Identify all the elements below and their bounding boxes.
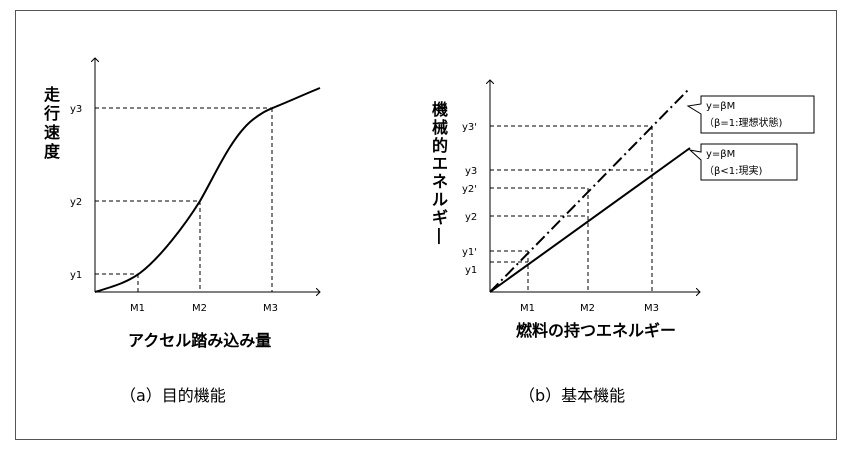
right-y-axis-title: 機械的エネルギ|	[432, 100, 448, 245]
left-chart: 走行速度 y1 y2 y3 M1 M2 M3 アクセル踏み込み量 （a）目的機能	[43, 58, 320, 405]
right-tick-m2: M2	[580, 303, 595, 314]
right-caption: （b）基本機能	[519, 386, 625, 405]
left-x-axis-title: アクセル踏み込み量	[128, 331, 271, 350]
callout-ideal-line1: y=βM	[706, 101, 735, 112]
right-tick-y1-prime: y1'	[462, 247, 477, 258]
left-y-axis-title: 走行速度	[43, 85, 61, 161]
left-tick-y2: y2	[70, 197, 82, 208]
left-tick-y3: y3	[70, 104, 82, 115]
figure-frame	[15, 10, 837, 440]
right-x-axis-title: 燃料の持つエネルギー	[516, 321, 676, 340]
callout-ideal: y=βM （β=1:理想状態)	[686, 95, 815, 134]
right-tick-m3: M3	[644, 303, 659, 314]
callout-real-line2: （β<1:現実)	[704, 164, 762, 177]
left-s-curve	[94, 87, 321, 293]
left-tick-m2: M2	[192, 303, 207, 314]
callout-real-line1: y=βM	[706, 149, 735, 160]
right-tick-y1: y1	[465, 265, 477, 276]
callout-real: y=βM （β<1:現実)	[688, 143, 798, 181]
left-tick-y1: y1	[70, 270, 82, 281]
right-tick-y3-prime: y3'	[462, 122, 477, 133]
right-ideal-line	[489, 89, 689, 293]
right-chart: 機械的エネルギ| y3' y3 y2' y2 y1' y1 M1 M2 M3	[432, 80, 815, 405]
callout-ideal-line2: （β=1:理想状態)	[704, 116, 782, 129]
right-tick-y2-prime: y2'	[462, 184, 477, 195]
right-real-line	[489, 147, 691, 293]
left-guide-lines	[95, 107, 273, 292]
right-tick-m1: M1	[520, 303, 535, 314]
left-tick-m3: M3	[263, 303, 278, 314]
left-tick-m1: M1	[130, 303, 145, 314]
right-tick-y2: y2	[465, 212, 477, 223]
right-guide-lines	[490, 125, 653, 292]
left-caption: （a）目的機能	[120, 386, 226, 405]
right-tick-y3: y3	[465, 166, 477, 177]
